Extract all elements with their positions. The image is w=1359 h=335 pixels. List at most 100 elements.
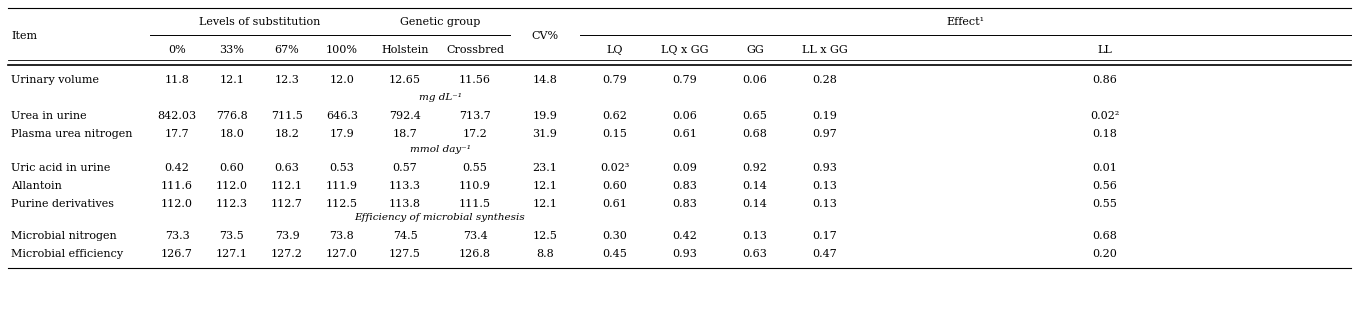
- Text: 127.5: 127.5: [389, 249, 421, 259]
- Text: 18.2: 18.2: [275, 129, 299, 139]
- Text: Plasma urea nitrogen: Plasma urea nitrogen: [11, 129, 132, 139]
- Text: 12.65: 12.65: [389, 75, 421, 85]
- Text: 0.15: 0.15: [602, 129, 628, 139]
- Text: 19.9: 19.9: [533, 111, 557, 121]
- Text: LQ: LQ: [606, 45, 624, 55]
- Text: 0.86: 0.86: [1093, 75, 1117, 85]
- Text: 0.02³: 0.02³: [601, 163, 629, 173]
- Text: 0.79: 0.79: [673, 75, 697, 85]
- Text: 11.8: 11.8: [164, 75, 189, 85]
- Text: 0.55: 0.55: [462, 163, 488, 173]
- Text: GG: GG: [746, 45, 764, 55]
- Text: LQ x GG: LQ x GG: [662, 45, 709, 55]
- Text: 73.5: 73.5: [220, 231, 245, 241]
- Text: 112.5: 112.5: [326, 199, 357, 209]
- Text: Allantoin: Allantoin: [11, 181, 63, 191]
- Text: 792.4: 792.4: [389, 111, 421, 121]
- Text: 8.8: 8.8: [535, 249, 554, 259]
- Text: 0.42: 0.42: [164, 163, 189, 173]
- Text: 0.62: 0.62: [602, 111, 628, 121]
- Text: 0.19: 0.19: [813, 111, 837, 121]
- Text: 0.61: 0.61: [602, 199, 628, 209]
- Text: 73.9: 73.9: [275, 231, 299, 241]
- Text: 17.2: 17.2: [462, 129, 488, 139]
- Text: 776.8: 776.8: [216, 111, 247, 121]
- Text: 31.9: 31.9: [533, 129, 557, 139]
- Text: 0.13: 0.13: [813, 181, 837, 191]
- Text: 100%: 100%: [326, 45, 357, 55]
- Text: 67%: 67%: [275, 45, 299, 55]
- Text: 112.7: 112.7: [270, 199, 303, 209]
- Text: 0.97: 0.97: [813, 129, 837, 139]
- Text: 0%: 0%: [169, 45, 186, 55]
- Text: 112.1: 112.1: [270, 181, 303, 191]
- Text: 0.53: 0.53: [330, 163, 355, 173]
- Text: LL x GG: LL x GG: [802, 45, 848, 55]
- Text: 126.7: 126.7: [162, 249, 193, 259]
- Text: 0.06: 0.06: [673, 111, 697, 121]
- Text: 73.8: 73.8: [330, 231, 355, 241]
- Text: 0.06: 0.06: [742, 75, 768, 85]
- Text: Holstein: Holstein: [382, 45, 428, 55]
- Text: 0.47: 0.47: [813, 249, 837, 259]
- Text: 0.30: 0.30: [602, 231, 628, 241]
- Text: 14.8: 14.8: [533, 75, 557, 85]
- Text: 73.3: 73.3: [164, 231, 189, 241]
- Text: 127.1: 127.1: [216, 249, 247, 259]
- Text: 110.9: 110.9: [459, 181, 491, 191]
- Text: Effect¹: Effect¹: [946, 17, 984, 27]
- Text: 0.14: 0.14: [742, 181, 768, 191]
- Text: 0.55: 0.55: [1093, 199, 1117, 209]
- Text: 0.83: 0.83: [673, 181, 697, 191]
- Text: 23.1: 23.1: [533, 163, 557, 173]
- Text: 0.68: 0.68: [1093, 231, 1117, 241]
- Text: CV%: CV%: [531, 31, 559, 41]
- Text: 111.9: 111.9: [326, 181, 357, 191]
- Text: 12.0: 12.0: [330, 75, 355, 85]
- Text: 12.1: 12.1: [533, 199, 557, 209]
- Text: LL: LL: [1098, 45, 1113, 55]
- Text: 33%: 33%: [220, 45, 245, 55]
- Text: 0.45: 0.45: [602, 249, 628, 259]
- Text: 12.5: 12.5: [533, 231, 557, 241]
- Text: 73.4: 73.4: [462, 231, 488, 241]
- Text: Item: Item: [11, 31, 37, 41]
- Text: 126.8: 126.8: [459, 249, 491, 259]
- Text: 0.56: 0.56: [1093, 181, 1117, 191]
- Text: Microbial efficiency: Microbial efficiency: [11, 249, 124, 259]
- Text: 0.60: 0.60: [602, 181, 628, 191]
- Text: 17.7: 17.7: [164, 129, 189, 139]
- Text: 0.93: 0.93: [813, 163, 837, 173]
- Text: 111.6: 111.6: [160, 181, 193, 191]
- Text: 0.18: 0.18: [1093, 129, 1117, 139]
- Text: 0.13: 0.13: [742, 231, 768, 241]
- Text: 74.5: 74.5: [393, 231, 417, 241]
- Text: 0.63: 0.63: [742, 249, 768, 259]
- Text: 0.63: 0.63: [275, 163, 299, 173]
- Text: 0.83: 0.83: [673, 199, 697, 209]
- Text: 0.14: 0.14: [742, 199, 768, 209]
- Text: mg dL⁻¹: mg dL⁻¹: [419, 92, 462, 102]
- Text: Levels of substitution: Levels of substitution: [200, 17, 321, 27]
- Text: Urea in urine: Urea in urine: [11, 111, 87, 121]
- Text: Crossbred: Crossbred: [446, 45, 504, 55]
- Text: 0.92: 0.92: [742, 163, 768, 173]
- Text: 12.3: 12.3: [275, 75, 299, 85]
- Text: 0.13: 0.13: [813, 199, 837, 209]
- Text: 0.61: 0.61: [673, 129, 697, 139]
- Text: Microbial nitrogen: Microbial nitrogen: [11, 231, 117, 241]
- Text: 0.93: 0.93: [673, 249, 697, 259]
- Text: 0.79: 0.79: [602, 75, 628, 85]
- Text: 12.1: 12.1: [533, 181, 557, 191]
- Text: Purine derivatives: Purine derivatives: [11, 199, 114, 209]
- Text: 112.0: 112.0: [216, 181, 247, 191]
- Text: 18.7: 18.7: [393, 129, 417, 139]
- Text: 12.1: 12.1: [220, 75, 245, 85]
- Text: 127.2: 127.2: [270, 249, 303, 259]
- Text: 0.57: 0.57: [393, 163, 417, 173]
- Text: Urinary volume: Urinary volume: [11, 75, 99, 85]
- Text: 11.56: 11.56: [459, 75, 491, 85]
- Text: 0.68: 0.68: [742, 129, 768, 139]
- Text: mmol day⁻¹: mmol day⁻¹: [409, 145, 470, 154]
- Text: 0.42: 0.42: [673, 231, 697, 241]
